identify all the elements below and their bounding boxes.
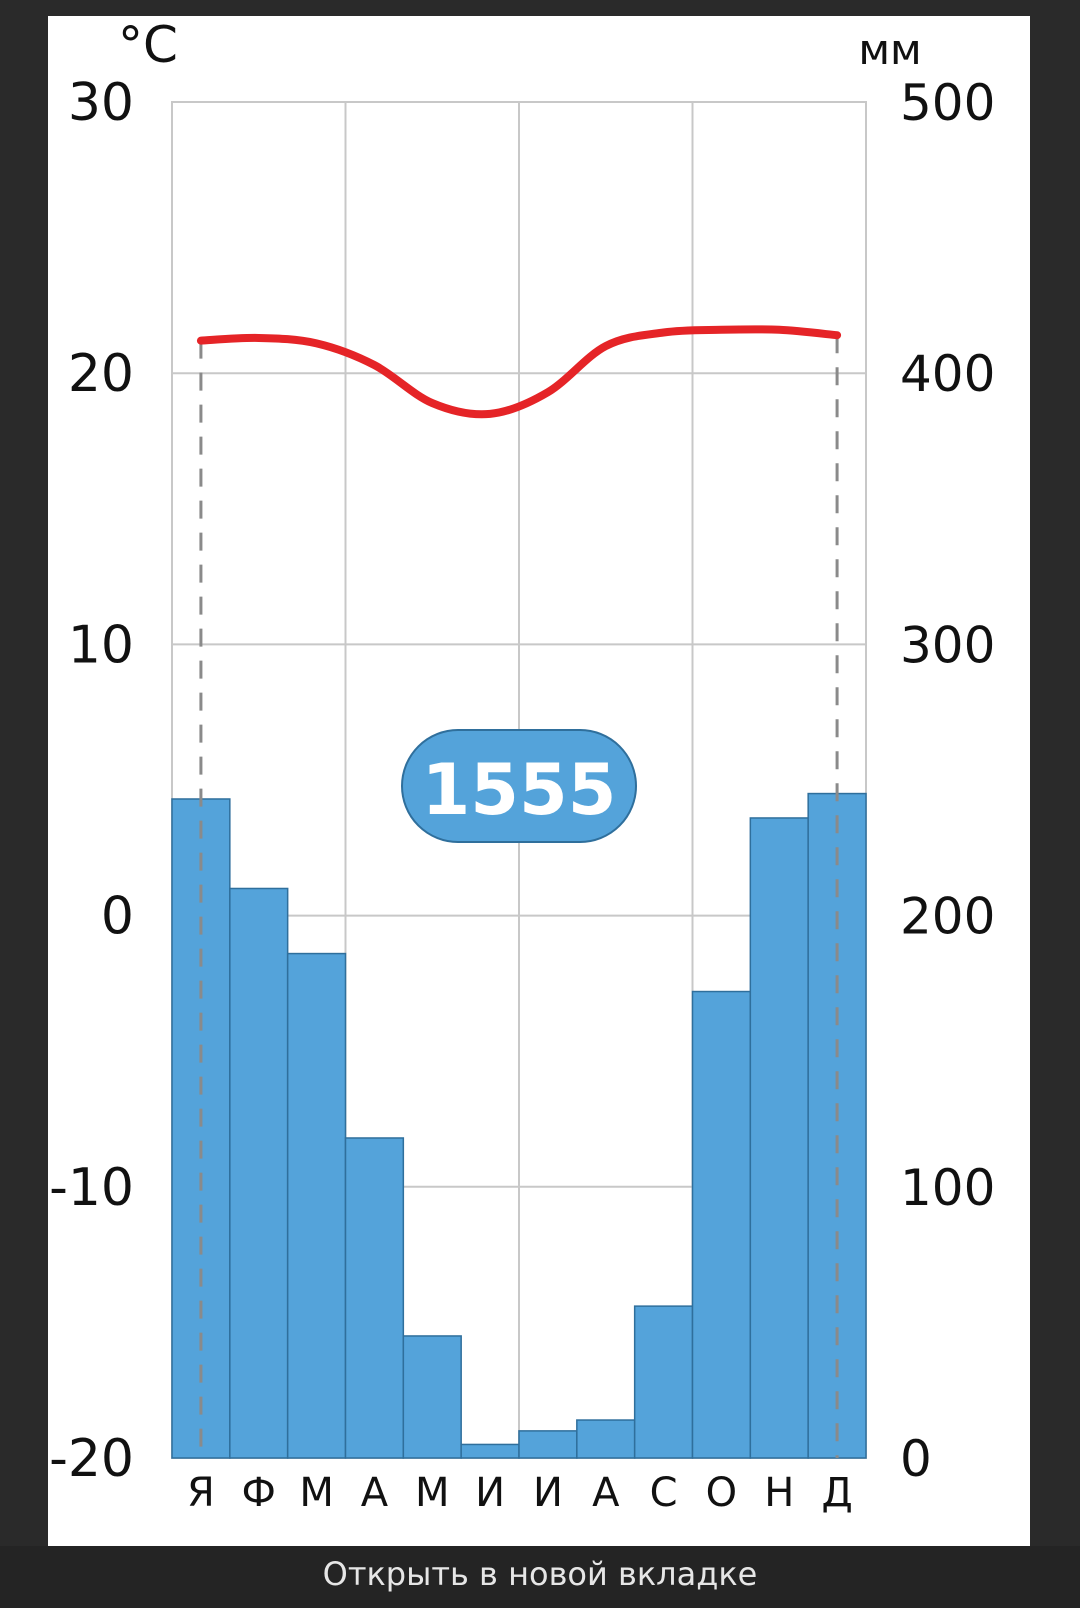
precip-bar — [286, 952, 347, 1459]
precip-bar — [807, 792, 867, 1459]
precip-bar — [460, 1443, 520, 1459]
precip-bar — [633, 1305, 694, 1459]
left-axis-tick: 30 — [68, 73, 134, 133]
month-label: О — [706, 1470, 737, 1516]
month-label: А — [361, 1470, 389, 1516]
left-axis-tick: 20 — [68, 344, 134, 404]
precip-bar — [344, 1137, 405, 1459]
left-axis-unit: °C — [118, 16, 178, 74]
temperature-line — [196, 325, 842, 419]
open-in-new-tab-link[interactable]: Открыть в новой вкладке — [322, 1555, 758, 1593]
month-label: Н — [764, 1470, 794, 1516]
annual-total-badge: 1555 — [401, 729, 637, 843]
month-label: Я — [187, 1470, 215, 1516]
month-label: М — [415, 1470, 450, 1516]
left-axis-tick: 0 — [101, 887, 134, 947]
month-label: Д — [821, 1470, 852, 1516]
precip-bar — [229, 887, 289, 1459]
right-axis-tick: 0 — [900, 1430, 932, 1488]
right-axis-tick: 200 — [900, 888, 995, 946]
right-axis-tick: 400 — [900, 345, 995, 403]
month-label: И — [533, 1470, 563, 1516]
left-axis-tick: -20 — [49, 1429, 134, 1489]
precip-bar — [749, 817, 809, 1459]
climate-chart: 1555 °C мм 30 20 10 0 -10 -20 500 400 300 200 100 0 Я Ф… — [48, 16, 1030, 1546]
left-axis-tick: -10 — [49, 1158, 134, 1218]
precipitation-bars — [171, 792, 867, 1459]
precip-bar — [691, 990, 752, 1459]
right-axis-tick: 500 — [900, 74, 995, 132]
left-axis-tick: 10 — [68, 615, 134, 675]
year-dashed-lines — [199, 335, 839, 1458]
precip-bar — [576, 1419, 636, 1459]
right-axis-unit: мм — [858, 25, 921, 74]
annual-total-value: 1555 — [422, 749, 617, 831]
annual-total-pill — [401, 729, 637, 843]
right-axis-tick: 300 — [900, 616, 995, 674]
month-label: М — [299, 1470, 334, 1516]
precip-bar — [518, 1430, 578, 1459]
right-axis-tick: 100 — [900, 1159, 995, 1217]
month-label: И — [475, 1470, 505, 1516]
month-label: С — [650, 1470, 678, 1516]
month-label: А — [592, 1470, 620, 1516]
month-label: Ф — [242, 1470, 276, 1516]
bottom-bar — [0, 1546, 1080, 1608]
temperature-curve — [196, 325, 842, 419]
precip-bar — [402, 1335, 462, 1459]
